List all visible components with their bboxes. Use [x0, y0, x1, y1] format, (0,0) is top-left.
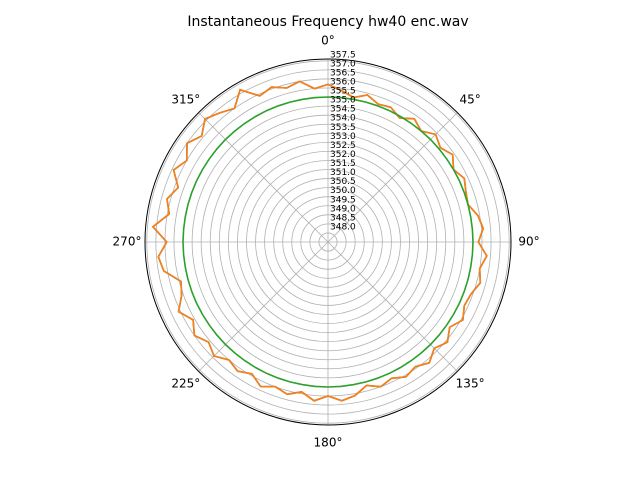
- r-tick-label: 353.0: [330, 132, 356, 142]
- r-tick-label: 355.0: [330, 96, 356, 106]
- theta-tick-label: 90°: [518, 235, 539, 249]
- r-tick-label: 352.0: [330, 150, 356, 160]
- grid-spoke: [327, 241, 458, 372]
- r-tick-label: 348.0: [330, 222, 356, 232]
- theta-tick-label: 270°: [113, 235, 142, 249]
- r-tick-label: 356.0: [330, 77, 356, 87]
- chart-title: Instantaneous Frequency hw40 enc.wav: [187, 14, 468, 30]
- r-tick-label: 354.0: [330, 114, 356, 124]
- r-tick-label: 353.5: [330, 123, 356, 133]
- grid-spoke: [198, 112, 329, 243]
- theta-tick-label: 315°: [171, 92, 200, 106]
- r-tick-label: 355.5: [330, 87, 356, 97]
- r-tick-label: 350.0: [330, 186, 356, 196]
- grid-spoke: [198, 241, 329, 372]
- series-line: [182, 96, 474, 388]
- r-tick-label: 352.5: [330, 141, 356, 151]
- r-tick-label: 357.5: [330, 50, 356, 60]
- theta-tick-label: 0°: [321, 34, 335, 48]
- r-tick-label: 357.0: [330, 59, 356, 69]
- r-tick-label: 351.5: [330, 159, 356, 169]
- theta-tick-label: 135°: [456, 377, 485, 391]
- r-tick-label: 351.0: [330, 168, 356, 178]
- r-tick-label: 349.0: [330, 204, 356, 214]
- r-tick-label: 350.5: [330, 177, 356, 187]
- r-tick-label: 349.5: [330, 195, 356, 205]
- r-tick-label: 348.5: [330, 213, 356, 223]
- theta-tick-label: 225°: [171, 377, 200, 391]
- outer-frame: [144, 58, 512, 426]
- r-tick-label: 354.5: [330, 105, 356, 115]
- theta-tick-label: 180°: [314, 436, 343, 450]
- theta-tick-label: 45°: [459, 92, 480, 106]
- r-tick-label: 356.5: [330, 68, 356, 78]
